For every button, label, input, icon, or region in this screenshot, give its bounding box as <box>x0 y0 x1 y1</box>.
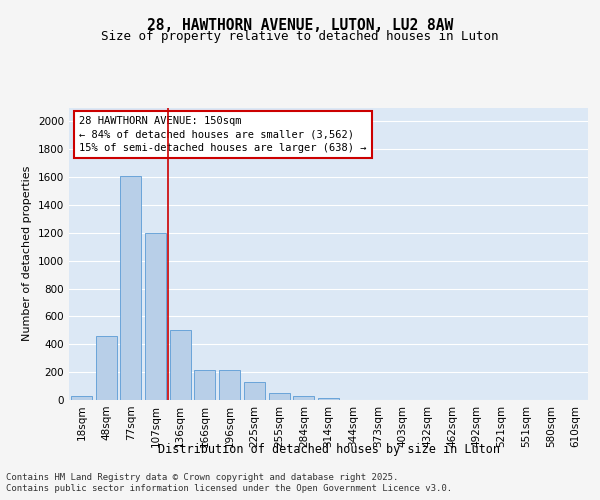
Bar <box>318 398 339 400</box>
Text: Distribution of detached houses by size in Luton: Distribution of detached houses by size … <box>158 442 500 456</box>
Y-axis label: Number of detached properties: Number of detached properties <box>22 166 32 342</box>
Bar <box>269 393 290 400</box>
Text: Contains HM Land Registry data © Crown copyright and database right 2025.: Contains HM Land Registry data © Crown c… <box>6 472 398 482</box>
Bar <box>244 382 265 400</box>
Bar <box>170 330 191 400</box>
Bar <box>95 336 116 400</box>
Bar <box>293 396 314 400</box>
Text: Size of property relative to detached houses in Luton: Size of property relative to detached ho… <box>101 30 499 43</box>
Text: 28 HAWTHORN AVENUE: 150sqm
← 84% of detached houses are smaller (3,562)
15% of s: 28 HAWTHORN AVENUE: 150sqm ← 84% of deta… <box>79 116 367 152</box>
Bar <box>219 370 240 400</box>
Bar <box>194 370 215 400</box>
Bar <box>145 233 166 400</box>
Text: 28, HAWTHORN AVENUE, LUTON, LU2 8AW: 28, HAWTHORN AVENUE, LUTON, LU2 8AW <box>147 18 453 32</box>
Bar <box>71 396 92 400</box>
Text: Contains public sector information licensed under the Open Government Licence v3: Contains public sector information licen… <box>6 484 452 493</box>
Bar <box>120 176 141 400</box>
